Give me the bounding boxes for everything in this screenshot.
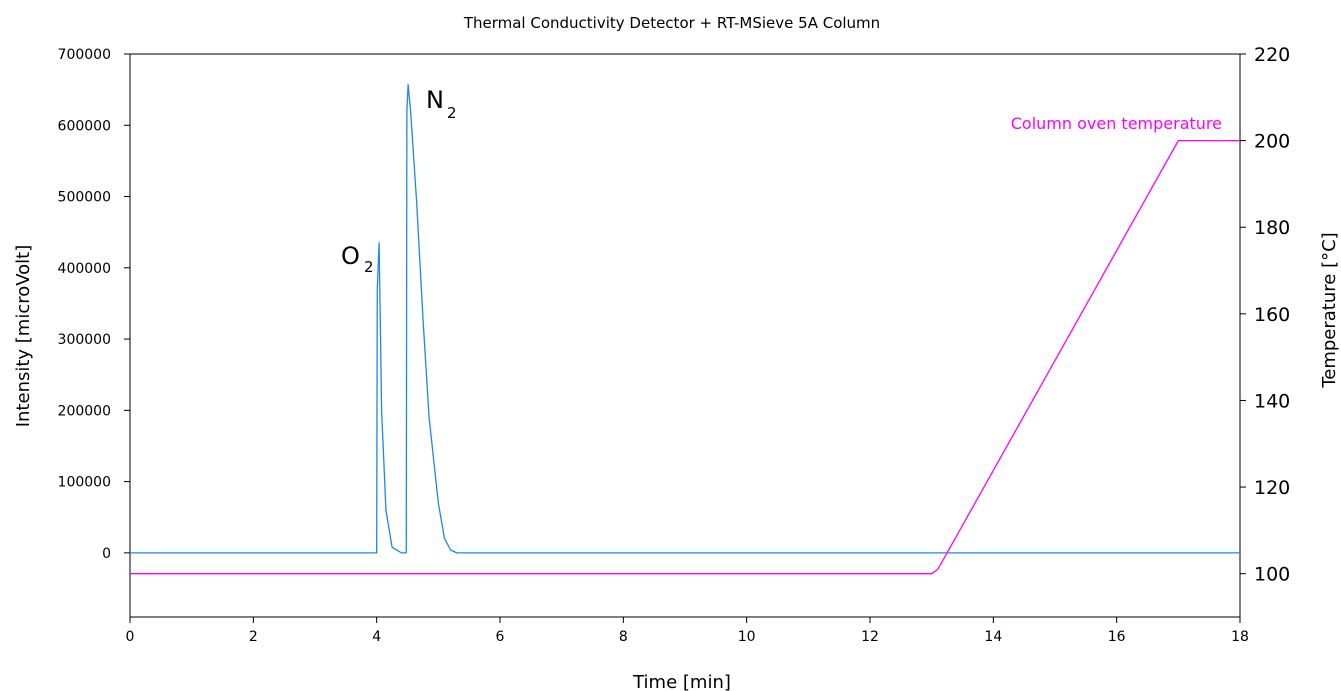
x-tick-label: 16 (1108, 629, 1126, 645)
y-axis-right: 100 120 140 160 180 200 220 (1240, 44, 1290, 586)
series-layer (130, 83, 1240, 575)
x-tick-label: 0 (126, 629, 135, 645)
chart-title: Thermal Conductivity Detector + RT-MSiev… (463, 14, 880, 32)
temperature-series-line (130, 139, 1240, 575)
o2-label-main: O (341, 242, 360, 270)
y-tick-label: 500000 (58, 190, 111, 206)
n2-peak-label: N 2 (426, 86, 457, 122)
y-axis-left: 0 100000 200000 300000 400000 500000 600000 700… (58, 47, 130, 562)
y-tick-label: 400000 (58, 261, 111, 277)
y2-tick-label: 120 (1254, 477, 1290, 499)
plot-frame (129, 53, 1241, 618)
x-tick-label: 12 (861, 629, 879, 645)
y-tick-label: 300000 (58, 332, 111, 348)
n2-label-main: N (426, 86, 444, 114)
y-tick-label: 700000 (58, 47, 111, 63)
x-tick-label: 6 (496, 629, 505, 645)
x-tick-label: 4 (372, 629, 381, 645)
o2-label-sub: 2 (364, 258, 374, 276)
x-tick-label: 10 (738, 629, 756, 645)
y2-tick-label: 200 (1254, 131, 1290, 153)
y-axis-title: Intensity [microVolt] (13, 245, 34, 428)
x-tick-label: 14 (984, 629, 1002, 645)
x-axis: 0 2 4 6 8 10 12 14 16 18 (126, 617, 1249, 645)
y2-tick-label: 140 (1254, 390, 1290, 412)
y-tick-label: 0 (102, 546, 111, 562)
y-tick-label: 600000 (58, 118, 111, 134)
y2-tick-label: 100 (1254, 564, 1290, 586)
oven-temperature-label: Column oven temperature (1011, 114, 1222, 133)
n2-label-sub: 2 (447, 104, 457, 122)
y2-tick-label: 160 (1254, 304, 1290, 326)
o2-peak-label: O 2 (341, 242, 374, 276)
y-tick-label: 200000 (58, 403, 111, 419)
y-tick-label: 100000 (58, 475, 111, 491)
y2-tick-label: 220 (1254, 44, 1290, 66)
y2-tick-label: 180 (1254, 217, 1290, 239)
intensity-series-line (130, 83, 1240, 554)
y2-axis-title: Temperature [°C] (1319, 232, 1340, 388)
x-tick-label: 18 (1231, 629, 1249, 645)
x-axis-title: Time [min] (632, 672, 731, 691)
x-tick-label: 8 (619, 629, 628, 645)
x-tick-label: 2 (249, 629, 258, 645)
